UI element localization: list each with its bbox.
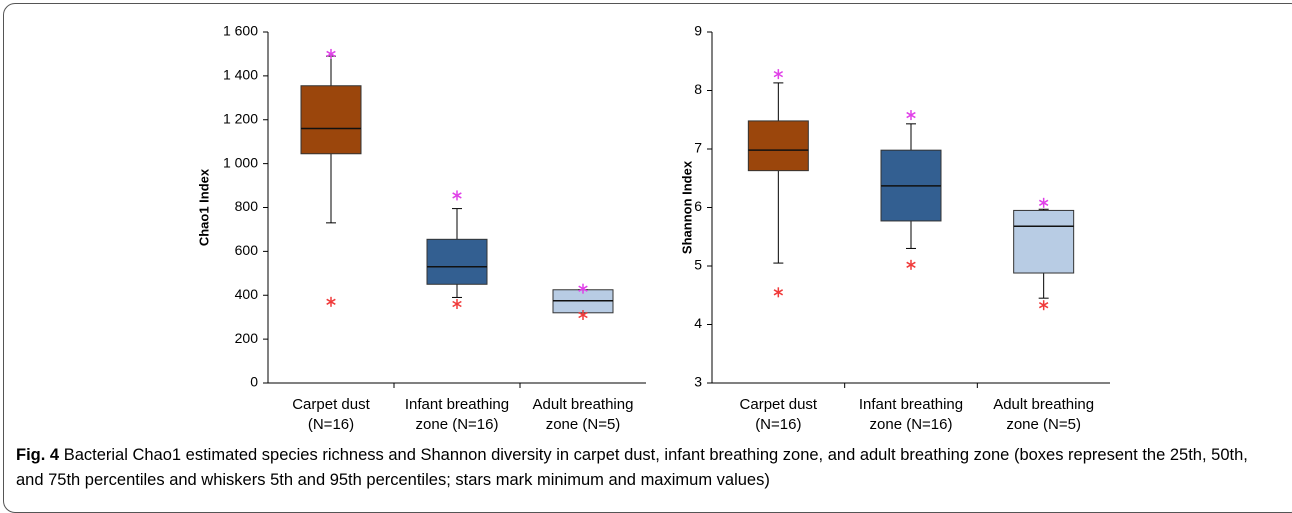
star-stroke xyxy=(773,289,784,296)
x-tick-label: (N=16) xyxy=(755,416,801,433)
y-tick-label: 1 200 xyxy=(223,110,258,126)
x-tick-label: zone (N=5) xyxy=(546,416,621,433)
star-stroke xyxy=(1038,302,1049,309)
star-stroke xyxy=(1038,199,1049,206)
y-tick-label: 7 xyxy=(694,140,702,156)
star-stroke xyxy=(906,111,916,119)
y-tick-label: 4 xyxy=(694,315,702,331)
y-tick-label: 400 xyxy=(235,286,259,302)
star-stroke xyxy=(326,298,336,305)
x-tick-label: Adult breathing xyxy=(533,396,634,413)
extreme-star xyxy=(578,283,588,294)
caption-label: Fig. 4 xyxy=(16,446,60,464)
y-tick-label: 6 xyxy=(694,198,702,214)
box xyxy=(426,238,488,285)
extreme-star xyxy=(906,110,916,121)
x-tick-label: zone (N=16) xyxy=(416,416,499,433)
extreme-star xyxy=(326,296,336,307)
y-tick-label: 9 xyxy=(694,23,702,39)
box xyxy=(1013,209,1075,274)
y-tick-label: 800 xyxy=(235,198,259,214)
star-stroke xyxy=(578,311,588,319)
y-tick-label: 1 600 xyxy=(223,23,258,39)
x-tick-label: zone (N=5) xyxy=(1006,416,1081,433)
extreme-star xyxy=(1038,300,1049,311)
box xyxy=(747,120,809,172)
y-tick-label: 200 xyxy=(235,330,259,346)
x-tick-label: Adult breathing xyxy=(993,396,1094,413)
y-axis-title: Chao1 Index xyxy=(196,168,211,246)
y-tick-label: 600 xyxy=(235,242,259,258)
x-tick-label: Infant breathing xyxy=(859,396,963,413)
extreme-star xyxy=(452,190,462,201)
y-tick-label: 8 xyxy=(694,81,702,97)
x-tick-label: Infant breathing xyxy=(405,396,509,413)
y-axis-title: Shannon Index xyxy=(679,160,694,254)
star-stroke xyxy=(452,300,462,308)
star-stroke xyxy=(906,261,916,268)
extreme-star xyxy=(578,309,588,320)
x-tick-label: Carpet dust xyxy=(740,396,818,413)
extreme-star xyxy=(452,299,462,310)
extreme-star xyxy=(326,48,336,59)
y-tick-label: 5 xyxy=(694,257,702,273)
extreme-star xyxy=(773,69,784,80)
star-stroke xyxy=(326,50,336,58)
extreme-star xyxy=(906,259,916,270)
extreme-star xyxy=(1038,197,1049,208)
y-tick-label: 1 400 xyxy=(223,67,258,83)
star-stroke xyxy=(773,70,784,78)
star-stroke xyxy=(578,285,588,292)
box xyxy=(300,85,362,155)
y-tick-label: 0 xyxy=(250,374,258,390)
star-stroke xyxy=(452,192,462,199)
y-tick-label: 3 xyxy=(694,374,702,390)
x-tick-label: Carpet dust xyxy=(292,396,370,413)
charts: 0 200 400 600 800 1 000 1 200 1 400 1 600 Chao1 I… xyxy=(196,23,1110,433)
caption: Fig. 4 Bacterial Chao1 estimated species… xyxy=(16,443,1278,493)
y-tick-label: 1 000 xyxy=(223,154,258,170)
extreme-star xyxy=(773,287,784,298)
caption-text: Bacterial Chao1 estimated species richne… xyxy=(16,446,1248,489)
x-tick-label: (N=16) xyxy=(308,416,354,433)
x-tick-label: zone (N=16) xyxy=(870,416,953,433)
